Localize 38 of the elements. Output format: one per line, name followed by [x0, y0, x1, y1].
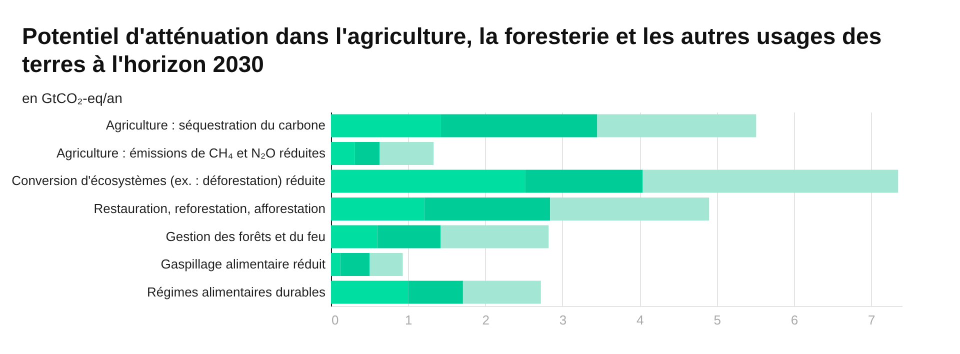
bar: [331, 252, 340, 276]
bar: [462, 280, 541, 304]
y-tick-label: Agriculture : séquestration du carbone: [106, 118, 326, 133]
bar: [642, 170, 898, 193]
bar: [440, 114, 598, 138]
x-tick-label: 1: [405, 312, 412, 328]
bar: [525, 170, 643, 193]
x-tick-label: 7: [868, 312, 876, 328]
y-tick-label: Agriculture : émissions de CH₄ et N₂O réduites: [56, 145, 326, 160]
bar: [331, 280, 408, 304]
chart-title: Potentiel d'atténuation dans l'agriculture, la foresterie et les autres usages des terres à l'horizon 2030: [22, 22, 883, 78]
bar: [408, 280, 463, 304]
bar: [550, 197, 710, 221]
bar: [424, 197, 550, 221]
bar: [354, 142, 380, 166]
bar: [597, 114, 756, 138]
bar: [331, 197, 424, 221]
bar: [331, 225, 378, 248]
x-tick-label: 3: [559, 312, 567, 328]
x-tick-label: 5: [714, 312, 721, 328]
x-tick-label: 4: [636, 312, 644, 328]
y-tick-label: Gaspillage alimentaire réduit: [160, 256, 326, 272]
text: en GtCO₂-eq/an: [22, 90, 124, 106]
x-tick-label: 6: [790, 312, 798, 328]
y-tick-label: Restauration, reforestation, afforestation: [94, 201, 326, 216]
y-tick-label: Régimes alimentaires durables: [147, 284, 326, 300]
bar: [377, 225, 441, 248]
x-tick-label: 2: [482, 312, 490, 328]
bar: [340, 252, 370, 276]
bar: [331, 170, 526, 193]
bar: [331, 142, 355, 166]
y-tick-label: Gestion des forêts et du feu: [166, 228, 326, 244]
bar: [380, 142, 434, 166]
bar: [331, 114, 441, 138]
x-tick-label: 0: [332, 312, 339, 328]
bar: [370, 252, 403, 276]
bar: [440, 225, 549, 248]
y-tick-label: Conversion d'écosystèmes (ex. : déforestation) réduite: [12, 173, 326, 188]
